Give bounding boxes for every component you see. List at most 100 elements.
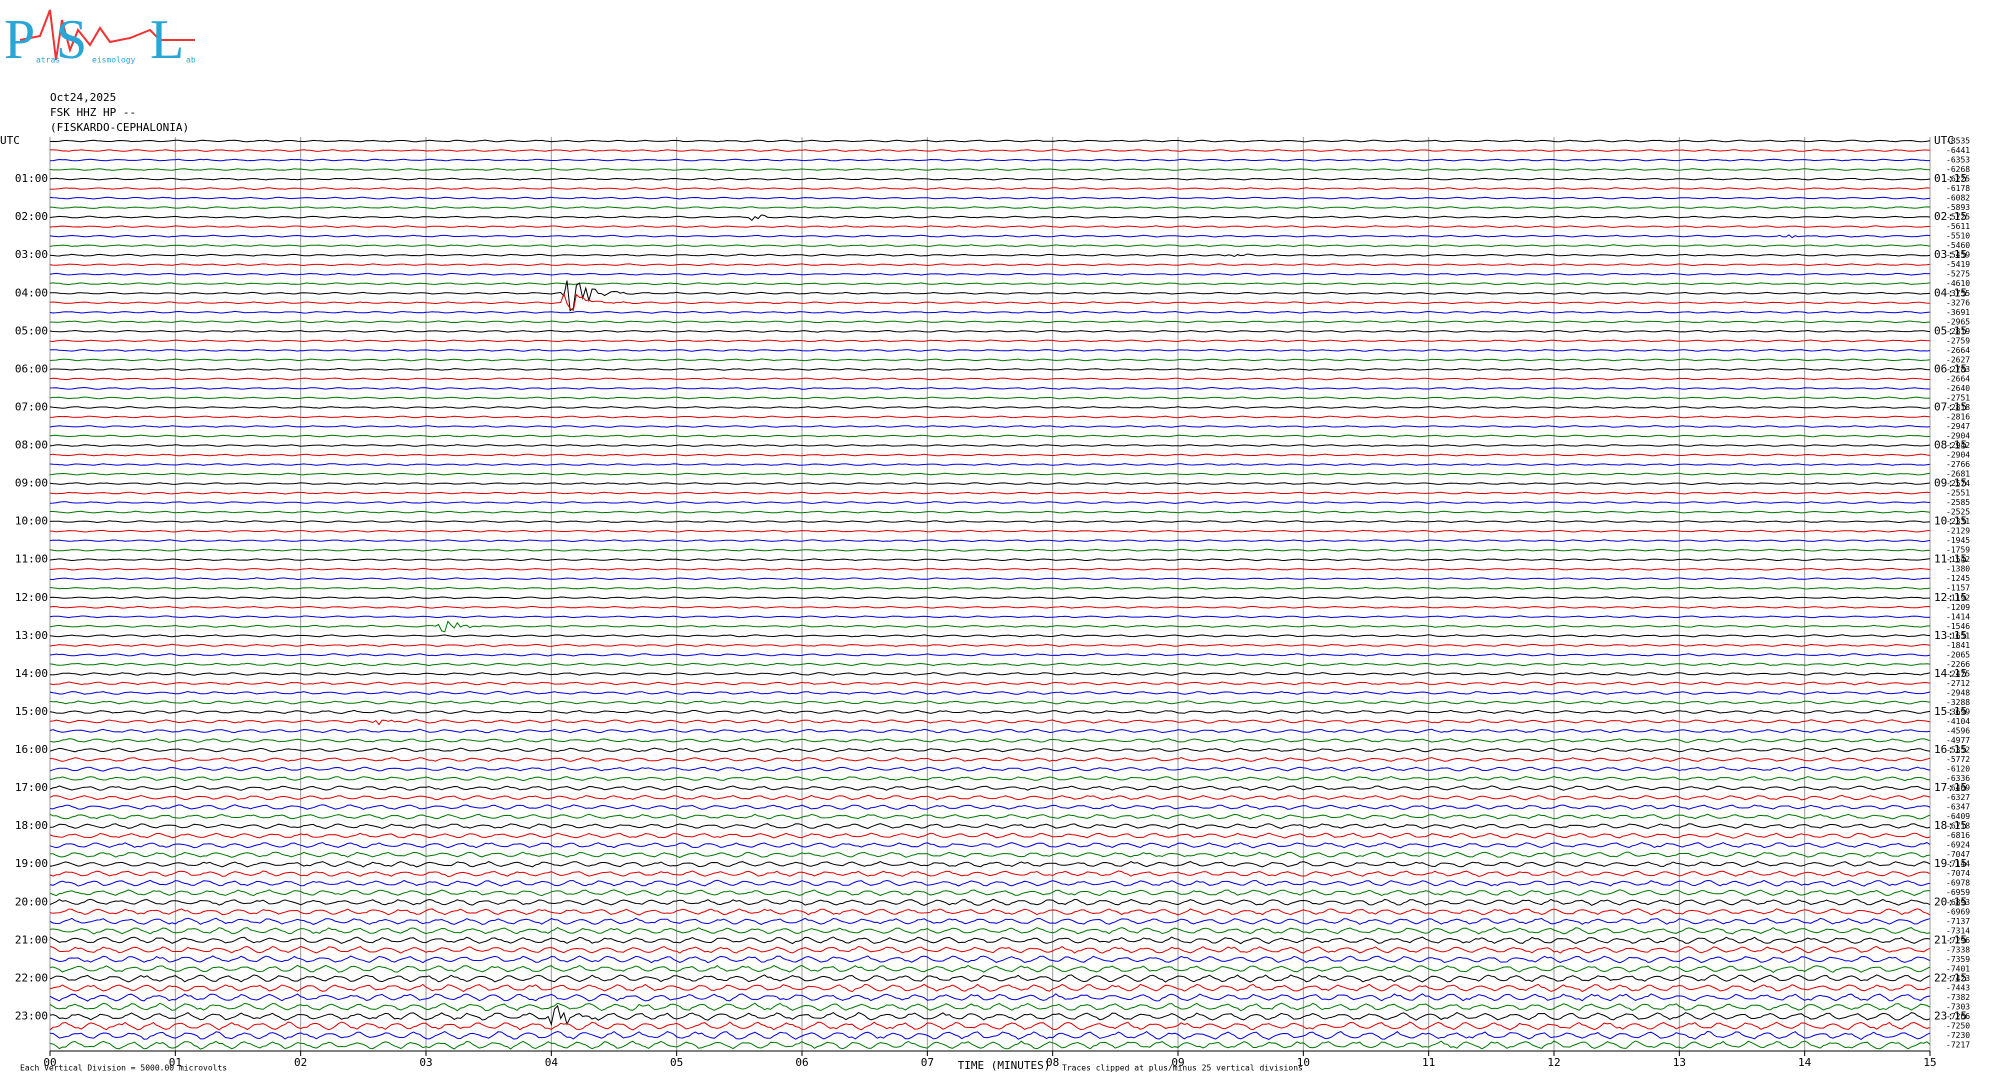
trace-offset: -1945 [1946, 536, 1970, 545]
logo-eismology: eismology [92, 56, 136, 65]
right-hour-label: UTC [1934, 134, 1954, 147]
right-hour-label: 07:15 [1934, 400, 1967, 413]
trace-offset: -1546 [1946, 622, 1970, 631]
trace [49, 348, 1931, 352]
trace-offset: -1157 [1946, 584, 1970, 593]
trace-offset: -2947 [1946, 422, 1970, 431]
trace-offset: -2904 [1946, 451, 1970, 460]
trace [49, 415, 1931, 419]
trace-offset: -6178 [1946, 184, 1970, 193]
x-tick-label: 13 [1673, 1056, 1686, 1069]
trace [49, 955, 1931, 964]
left-hour-label: 12:00 [15, 591, 48, 604]
trace [49, 263, 1931, 267]
trace-offset: -1841 [1946, 641, 1970, 650]
trace [49, 681, 1931, 686]
trace [50, 804, 1931, 810]
trace-offset: -2948 [1946, 688, 1970, 697]
trace-offset: -2783 [1946, 365, 1970, 374]
trace-offset: -7359 [1946, 955, 1970, 964]
station: (FISKARDO-CEPHALONIA) [50, 121, 189, 134]
trace-offset: -2816 [1946, 412, 1970, 421]
left-hour-label: 06:00 [15, 362, 48, 375]
trace [49, 634, 1931, 638]
right-hour-label: 15:15 [1934, 705, 1967, 718]
trace-offset: -7144 [1946, 860, 1970, 869]
trace [49, 870, 1931, 878]
trace-offset: -1209 [1946, 603, 1970, 612]
trace [49, 282, 1931, 286]
x-tick-label: 09 [1171, 1056, 1184, 1069]
x-tick-label: 11 [1422, 1056, 1435, 1069]
x-tick-label: 05 [670, 1056, 683, 1069]
left-hour-label: 10:00 [15, 515, 48, 528]
trace [49, 842, 1931, 849]
trace-offset: -1542 [1946, 555, 1970, 564]
trace-offset: -2965 [1946, 317, 1970, 326]
trace [49, 177, 1931, 181]
right-hour-label: 12:15 [1934, 591, 1967, 604]
left-hour-label: 19:00 [15, 857, 48, 870]
trace [49, 253, 1931, 258]
trace [49, 889, 1930, 897]
trace-offset: -7266 [1946, 1012, 1970, 1021]
trace [49, 832, 1931, 839]
right-hour-label: 16:15 [1934, 743, 1967, 756]
trace [49, 927, 1931, 935]
trace [49, 292, 1931, 312]
trace [49, 272, 1931, 276]
trace-offset: -6409 [1946, 784, 1970, 793]
trace [49, 548, 1931, 552]
trace-offset: -1192 [1946, 593, 1970, 602]
left-hour-label: 18:00 [15, 819, 48, 832]
trace [49, 225, 1931, 229]
trace [49, 386, 1931, 390]
trace-offset: -6969 [1946, 907, 1970, 916]
logo-wave [19, 9, 195, 61]
trace [49, 945, 1931, 954]
right-hour-label: 10:15 [1934, 515, 1967, 528]
x-tick-label: 08 [1046, 1056, 1059, 1069]
trace [50, 510, 1931, 514]
trace [49, 206, 1931, 210]
right-hour-label: 23:15 [1934, 1009, 1967, 1022]
trace [49, 396, 1930, 400]
left-hour-label: 15:00 [15, 705, 48, 718]
left-hour-label: 20:00 [15, 895, 48, 908]
trace-offset: -3691 [1946, 308, 1970, 317]
trace-offset: -6816 [1946, 831, 1970, 840]
channel: FSK HHZ HP -- [50, 106, 136, 119]
trace [49, 917, 1931, 926]
left-hour-label: 13:00 [15, 629, 48, 642]
trace [49, 168, 1931, 171]
trace [49, 719, 1931, 726]
left-hour-label: 23:00 [15, 1009, 48, 1022]
trace-offset: -7217 [1946, 1041, 1970, 1050]
trace [49, 672, 1931, 676]
trace [49, 482, 1931, 486]
trace-offset: -8535 [1946, 137, 1970, 146]
trace-offset: -2818 [1946, 403, 1970, 412]
trace-offset: -5611 [1946, 222, 1970, 231]
trace [49, 558, 1931, 562]
right-hour-label: 09:15 [1934, 477, 1967, 490]
trace [49, 1030, 1931, 1040]
trace [49, 1005, 1931, 1027]
left-hour-label: 14:00 [15, 667, 48, 680]
trace-offset: -1380 [1946, 565, 1970, 574]
left-hour-label: 09:00 [15, 477, 48, 490]
trace [49, 860, 1931, 868]
x-tick-label: 06 [795, 1056, 808, 1069]
trace [49, 214, 1931, 221]
left-hour-label: 02:00 [15, 210, 48, 223]
trace [49, 785, 1930, 791]
trace-offset: -6336 [1946, 774, 1970, 783]
trace [49, 453, 1931, 457]
right-hour-label: 01:15 [1934, 172, 1967, 185]
axis-title: TIME (MINUTES) [958, 1059, 1051, 1072]
left-hour-label: 03:00 [15, 248, 48, 261]
trace-offset: -6120 [1946, 765, 1970, 774]
trace-offset: -2904 [1946, 431, 1970, 440]
trace [49, 529, 1931, 533]
right-hour-label: 11:15 [1934, 553, 1967, 566]
